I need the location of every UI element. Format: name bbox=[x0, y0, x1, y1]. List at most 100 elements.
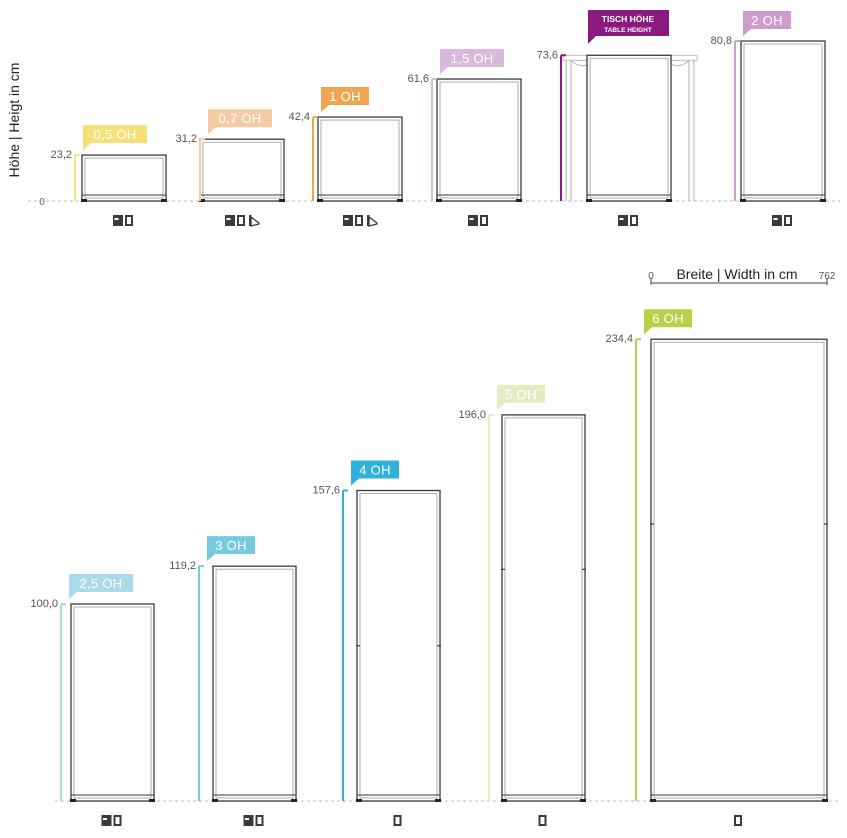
cabinet-foot bbox=[580, 799, 586, 802]
door-icon bbox=[630, 215, 638, 226]
cabinet-foot bbox=[436, 199, 442, 202]
cabinet-6: 80,8 2 OH bbox=[711, 11, 826, 226]
door-icon bbox=[255, 815, 264, 826]
drawer-icon bbox=[468, 215, 478, 226]
door-icon bbox=[538, 815, 547, 826]
tag-label: 0,5 OH bbox=[94, 127, 137, 142]
tag-flag bbox=[208, 109, 272, 135]
tag-flag bbox=[743, 11, 791, 37]
cabinet-foot bbox=[501, 799, 507, 802]
cabinet-foot bbox=[516, 199, 522, 202]
width-max-label: 762 bbox=[819, 271, 836, 282]
door-icon bbox=[480, 215, 488, 226]
cabinet-foot bbox=[822, 799, 828, 802]
door-icon bbox=[393, 815, 402, 826]
door-icon bbox=[355, 215, 363, 226]
cabinet-frame bbox=[586, 54, 672, 202]
cabinet-11: 234,4 6 OH bbox=[605, 309, 828, 826]
cabinet-foot bbox=[81, 199, 87, 202]
cabinet-foot bbox=[199, 199, 205, 202]
cabinet-5: 73,6 TISCH HÖHE TABLE HEIGHT bbox=[537, 10, 698, 226]
drawer-icon bbox=[113, 215, 123, 226]
cabinet-foot bbox=[161, 199, 167, 202]
table-bracket-right bbox=[669, 59, 690, 67]
cabinet-foot bbox=[397, 199, 403, 202]
door-icon bbox=[113, 815, 122, 826]
cabinet-frame-inner bbox=[653, 341, 825, 799]
drawer-icon bbox=[101, 815, 112, 826]
tag-label: 2 OH bbox=[751, 13, 783, 28]
cabinet-10: 196,0 5 OH bbox=[458, 384, 586, 826]
cabinet-foot bbox=[435, 799, 441, 802]
cabinet-frame-inner bbox=[202, 141, 282, 199]
cabinet-frame bbox=[212, 565, 297, 802]
value-label: 234,4 bbox=[605, 333, 633, 345]
value-label: 73,6 bbox=[537, 49, 558, 61]
cabinet-foot bbox=[650, 799, 656, 802]
width-min-label: 0 bbox=[648, 271, 654, 282]
cabinet-frame bbox=[199, 138, 285, 202]
tag-flag bbox=[644, 309, 692, 335]
door-icon bbox=[237, 215, 245, 226]
tag-label: 3 OH bbox=[215, 538, 247, 553]
cabinet-frame-inner bbox=[84, 157, 164, 199]
tag-flag bbox=[321, 87, 369, 113]
cabinet-frame bbox=[501, 414, 586, 802]
tag-label: 4 OH bbox=[359, 463, 391, 478]
table-height-title: TISCH HÖHE bbox=[602, 14, 655, 24]
cabinet-frame-inner bbox=[504, 417, 583, 799]
cabinet-9: 157,6 4 OH bbox=[312, 460, 441, 826]
cabinet-frame bbox=[70, 603, 155, 802]
width-axis-label: Breite | Width in cm bbox=[676, 266, 797, 282]
door-icon bbox=[125, 215, 133, 226]
door-icon bbox=[734, 815, 742, 826]
cabinet-frame-inner bbox=[320, 119, 400, 199]
cabinet-foot bbox=[740, 199, 746, 202]
cabinet-foot bbox=[586, 199, 592, 202]
value-label: 119,2 bbox=[169, 560, 196, 572]
flap-icon bbox=[367, 215, 378, 227]
drawer-icon bbox=[343, 215, 353, 226]
cabinet-foot bbox=[291, 799, 297, 802]
tag-flag bbox=[351, 460, 399, 486]
cabinet-frame bbox=[436, 78, 522, 202]
cabinet-7: 100,0 2,5 OH bbox=[30, 574, 155, 826]
cabinet-2: 31,2 0,7 OH bbox=[176, 109, 285, 227]
value-label: 157,6 bbox=[312, 485, 340, 497]
tag-flag bbox=[207, 536, 255, 562]
baseline-zero-label: 0 bbox=[39, 197, 45, 208]
tag-flag bbox=[83, 125, 147, 151]
value-label: 61,6 bbox=[408, 73, 429, 85]
cabinet-frame bbox=[740, 40, 826, 202]
tag-flag bbox=[497, 384, 545, 410]
drawer-icon bbox=[618, 215, 628, 226]
tag-label: 1,5 OH bbox=[451, 51, 494, 66]
value-label: 23,2 bbox=[51, 149, 72, 161]
cabinet-frame-inner bbox=[439, 81, 519, 199]
cabinet-foot bbox=[212, 799, 218, 802]
cabinet-frame bbox=[650, 338, 828, 802]
cabinet-4: 61,6 1,5 OH bbox=[408, 49, 522, 226]
cabinet-frame bbox=[81, 154, 167, 202]
tag-label: 0,7 OH bbox=[219, 111, 262, 126]
tag-label: 1 OH bbox=[329, 89, 361, 104]
cabinet-8: 119,2 3 OH bbox=[169, 536, 297, 826]
cabinet-frame-inner bbox=[589, 57, 669, 199]
cabinet-foot bbox=[70, 799, 76, 802]
drawer-icon bbox=[225, 215, 235, 226]
drawer-icon bbox=[772, 215, 782, 226]
cabinet-foot bbox=[149, 799, 155, 802]
cabinet-frame-inner bbox=[743, 43, 823, 199]
cabinet-1: 23,2 0,5 OH bbox=[51, 125, 167, 226]
tag-label: 5 OH bbox=[505, 387, 537, 402]
cabinet-3: 42,4 1 OH bbox=[289, 87, 403, 227]
tag-flag bbox=[440, 49, 504, 75]
value-label: 80,8 bbox=[711, 35, 732, 47]
value-label: 31,2 bbox=[176, 133, 197, 145]
value-label: 100,0 bbox=[30, 598, 58, 610]
cabinet-foot bbox=[317, 199, 323, 202]
door-icon bbox=[784, 215, 792, 226]
tag-flag bbox=[69, 574, 133, 599]
